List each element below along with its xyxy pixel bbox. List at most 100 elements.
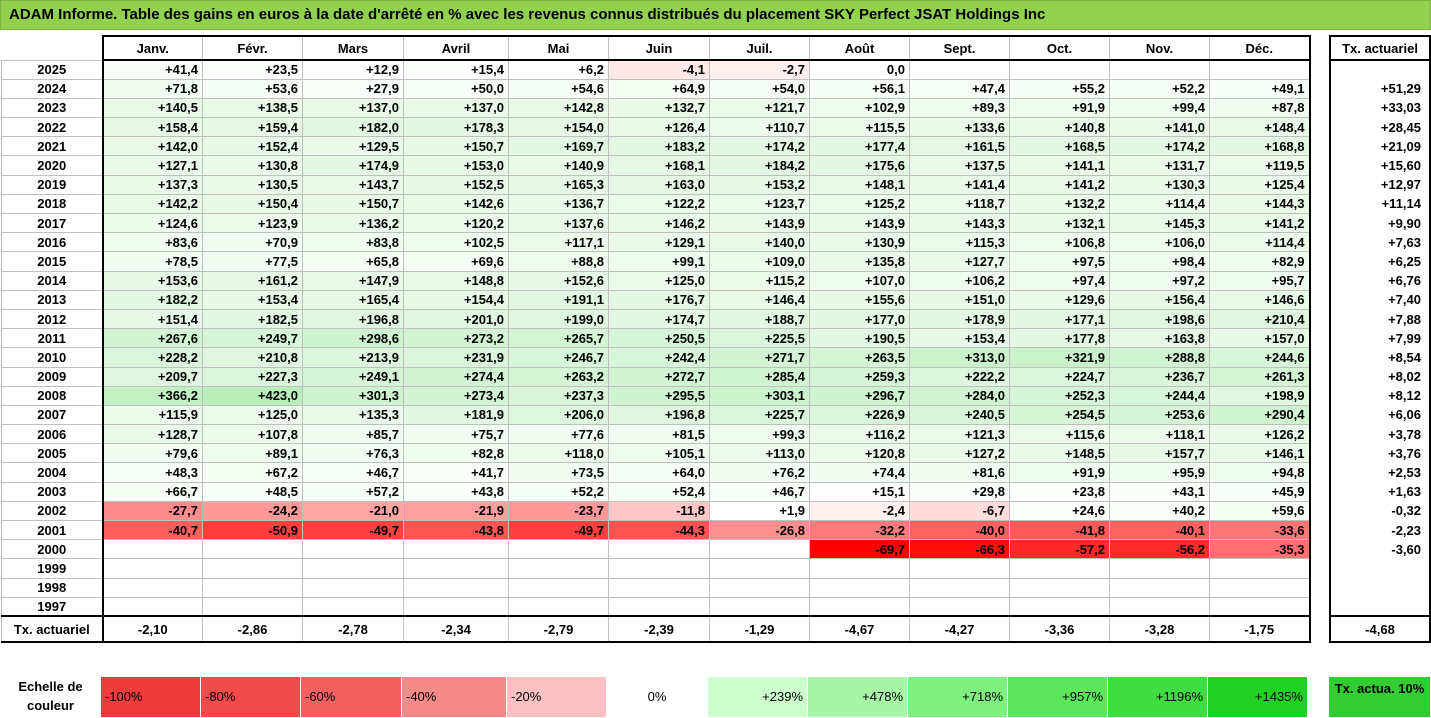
- actuarial-cell: -2,23: [1329, 520, 1431, 540]
- year-cell: 2007: [1, 404, 104, 426]
- gain-cell: +137,0: [302, 97, 404, 119]
- gain-cell: +113,0: [709, 443, 810, 464]
- actuarial-cell: +1,63: [1329, 482, 1431, 502]
- gain-cell: -57,2: [1009, 539, 1110, 560]
- gain-cell: +130,9: [809, 232, 910, 253]
- year-cell: 2010: [1, 347, 104, 368]
- gain-cell: +107,8: [202, 424, 303, 445]
- gain-cell: +56,1: [809, 78, 910, 99]
- gain-cell: +129,5: [302, 136, 404, 157]
- gain-cell: +182,0: [302, 117, 404, 138]
- gain-cell: +196,8: [302, 308, 404, 330]
- gain-cell: +115,2: [709, 270, 810, 291]
- gain-cell: +246,7: [508, 347, 609, 368]
- gain-cell: +52,2: [508, 481, 609, 502]
- gain-cell: [202, 577, 303, 598]
- footer-actuarial-cell: -4,68: [1329, 615, 1431, 644]
- gain-cell: +141,4: [909, 174, 1010, 195]
- actuarial-cell: +6,06: [1329, 405, 1431, 425]
- gain-cell: +158,4: [102, 117, 203, 138]
- gain-cell: +321,9: [1009, 347, 1110, 368]
- gain-cell: [403, 539, 509, 560]
- gain-cell: +91,9: [1009, 462, 1110, 483]
- gain-cell: +125,2: [809, 193, 910, 215]
- footer-month-rate: -2,34: [403, 615, 509, 644]
- gain-cell: +284,0: [909, 385, 1010, 406]
- table-row: 2004 +48,3 +67,2 +46,7 +41,7 +73,5 +64,0 +76,2 +…: [1, 462, 1311, 483]
- actuarial-cell: +12,97: [1329, 175, 1431, 195]
- gain-cell: +303,1: [709, 385, 810, 406]
- table-row: 2022 +158,4 +159,4 +182,0 +178,3 +154,0 +126,4…: [1, 117, 1311, 138]
- gain-cell: +209,7: [102, 366, 203, 387]
- footer-actuarial-row: -4,68: [1329, 615, 1431, 644]
- actuarial-cell: +3,78: [1329, 424, 1431, 444]
- gain-cell: -40,7: [102, 519, 203, 541]
- gain-cell: +366,2: [102, 385, 203, 406]
- gain-cell: +40,2: [1109, 500, 1210, 522]
- year-cell: 2022: [1, 117, 104, 138]
- gain-cell: +76,3: [302, 443, 404, 464]
- year-cell: 2003: [1, 481, 104, 502]
- gain-cell: -66,3: [909, 539, 1010, 560]
- table-row: 1997: [1, 596, 1311, 617]
- year-cell: 2011: [1, 328, 104, 349]
- year-cell: 2008: [1, 385, 104, 406]
- table-row: 2012 +151,4 +182,5 +196,8 +201,0 +199,0 +174,7…: [1, 308, 1311, 330]
- gain-cell: +146,2: [608, 212, 710, 234]
- gain-cell: +48,3: [102, 462, 203, 483]
- gain-cell: +182,5: [202, 308, 303, 330]
- actuarial-row: -3,60: [1329, 539, 1431, 559]
- gain-cell: +15,1: [809, 481, 910, 502]
- gain-cell: -43,8: [403, 519, 509, 541]
- table-row: 2005 +79,6 +89,1 +76,3 +82,8 +118,0 +105,1 +113…: [1, 443, 1311, 464]
- gain-cell: +83,8: [302, 232, 404, 253]
- year-cell: 2012: [1, 308, 104, 330]
- gain-cell: [1209, 558, 1311, 579]
- year-cell: 2016: [1, 232, 104, 253]
- gain-cell: +126,2: [1209, 424, 1311, 445]
- actuarial-row: +11,14: [1329, 194, 1431, 214]
- color-scale-swatch: +1435%: [1208, 677, 1308, 717]
- actuarial-table-body: +51,29 +33,03 +28,45 +21,09 +15,60 +12,97 +11,…: [1329, 60, 1431, 644]
- color-scale-swatch: -80%: [201, 677, 301, 717]
- gain-cell: +263,5: [809, 347, 910, 368]
- table-row: 2023 +140,5 +138,5 +137,0 +137,0 +142,8 +132,7…: [1, 97, 1311, 119]
- year-cell: 1999: [1, 558, 104, 579]
- gain-cell: +118,0: [508, 443, 609, 464]
- gain-cell: +99,3: [709, 424, 810, 445]
- gain-cell: [809, 558, 910, 579]
- gain-cell: +89,3: [909, 97, 1010, 119]
- actuarial-cell: +11,14: [1329, 194, 1431, 214]
- gain-cell: [909, 558, 1010, 579]
- gain-cell: +244,4: [1109, 385, 1210, 406]
- gain-cell: +23,5: [202, 59, 303, 80]
- gain-cell: +210,4: [1209, 308, 1311, 330]
- gain-cell: +110,7: [709, 117, 810, 138]
- gain-cell: [403, 577, 509, 598]
- gain-cell: +46,7: [709, 481, 810, 502]
- gain-cell: [403, 596, 509, 617]
- footer-month-rate: -4,27: [909, 615, 1010, 644]
- gain-cell: +153,4: [202, 289, 303, 310]
- gain-cell: [508, 577, 609, 598]
- gain-cell: [403, 558, 509, 579]
- gain-cell: +67,2: [202, 462, 303, 483]
- gain-cell: +265,7: [508, 328, 609, 349]
- table-row: 2013 +182,2 +153,4 +165,4 +154,4 +191,1 +176,7…: [1, 289, 1311, 310]
- gain-cell: +94,8: [1209, 462, 1311, 483]
- gain-cell: +165,3: [508, 174, 609, 195]
- gain-cell: +52,4: [608, 481, 710, 502]
- actuarial-cell: +7,40: [1329, 290, 1431, 310]
- color-scale-swatch: +957%: [1008, 677, 1108, 717]
- footer-row: Tx. actuariel -2,10 -2,86 -2,78 -2,34 -2,79 -2…: [1, 615, 1311, 644]
- color-scale-swatch: -100%: [101, 677, 201, 717]
- table-row: 2008 +366,2 +423,0 +301,3 +273,4 +237,3 +295,5…: [1, 385, 1311, 406]
- gain-cell: +89,1: [202, 443, 303, 464]
- actuarial-cell: +7,99: [1329, 328, 1431, 348]
- gain-cell: +244,6: [1209, 347, 1311, 368]
- gain-cell: +225,5: [709, 328, 810, 349]
- gain-cell: +151,4: [102, 308, 203, 330]
- gain-cell: [1109, 558, 1210, 579]
- gain-cell: +129,6: [1009, 289, 1110, 310]
- footer-month-rate: -2,10: [102, 615, 203, 644]
